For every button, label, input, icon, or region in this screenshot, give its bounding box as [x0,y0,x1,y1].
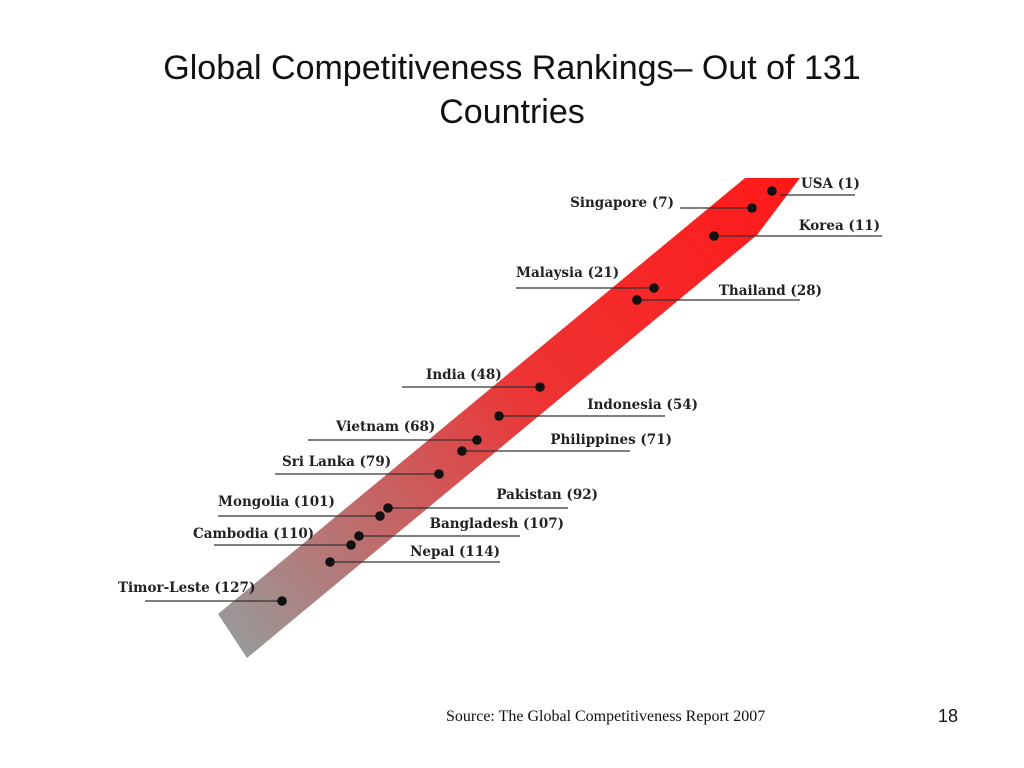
marker-dot-nepal [325,557,335,567]
marker-dot-timor-leste [277,596,287,606]
country-label-indonesia: Indonesia (54) [587,397,698,413]
marker-dot-cambodia [346,540,356,550]
marker-dot-singapore [747,203,757,213]
marker-dot-mongolia [375,511,385,521]
slide-title-line-2: Countries [439,93,585,131]
country-label-cambodia: Cambodia (110) [193,526,314,542]
slide-title-line-1: Global Competitiveness Rankings– Out of … [163,49,861,87]
marker-dot-bangladesh [354,531,364,541]
country-label-vietnam: Vietnam (68) [335,419,435,435]
country-label-bangladesh: Bangladesh (107) [430,516,564,532]
marker-dot-sri-lanka [434,469,444,479]
country-label-singapore: Singapore (7) [570,195,674,211]
page-number: 18 [938,706,959,726]
country-label-nepal: Nepal (114) [410,544,500,560]
country-label-thailand: Thailand (28) [719,283,822,299]
marker-dot-india [535,382,545,392]
source-note: Source: The Global Competitiveness Repor… [446,708,766,725]
country-markers: USA (1) Singapore (7) Korea (11) Malaysia (… [118,176,882,606]
country-label-usa: USA (1) [801,176,860,192]
country-label-india: India (48) [426,367,502,383]
marker-dot-philippines [457,446,467,456]
marker-dot-malaysia [649,283,659,293]
marker-dot-korea [709,231,719,241]
marker-dot-indonesia [494,411,504,421]
ranking-arrow-band [218,178,800,658]
marker-dot-vietnam [472,435,482,445]
country-label-timor-leste: Timor-Leste (127) [118,580,255,596]
country-label-korea: Korea (11) [799,218,880,234]
country-label-mongolia: Mongolia (101) [218,494,335,510]
country-label-pakistan: Pakistan (92) [496,487,598,503]
marker-dot-usa [767,186,777,196]
country-label-sri-lanka: Sri Lanka (79) [282,454,391,470]
country-label-philippines: Philippines (71) [550,432,672,448]
marker-dot-thailand [632,295,642,305]
slide-title: Global Competitiveness Rankings– Out of … [0,46,1024,134]
country-label-malaysia: Malaysia (21) [516,265,619,281]
marker-dot-pakistan [383,503,393,513]
